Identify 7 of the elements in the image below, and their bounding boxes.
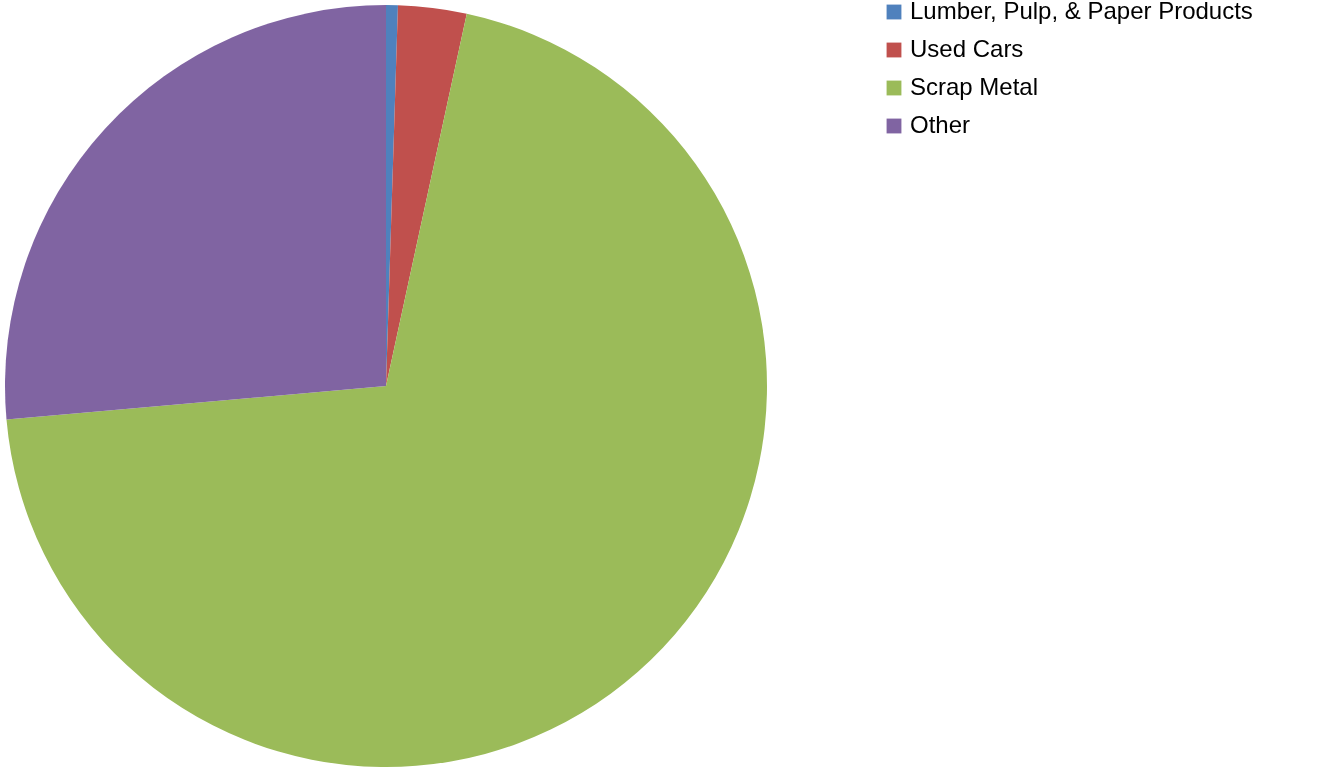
legend-label: Used Cars xyxy=(910,35,1024,62)
legend-label: Lumber, Pulp, & Paper Products xyxy=(910,0,1253,24)
pie-slice xyxy=(6,13,767,767)
pie-slice xyxy=(5,5,386,420)
legend-label: Scrap Metal xyxy=(910,73,1039,100)
pie-slice xyxy=(386,5,467,386)
legend-label: Other xyxy=(910,111,971,138)
